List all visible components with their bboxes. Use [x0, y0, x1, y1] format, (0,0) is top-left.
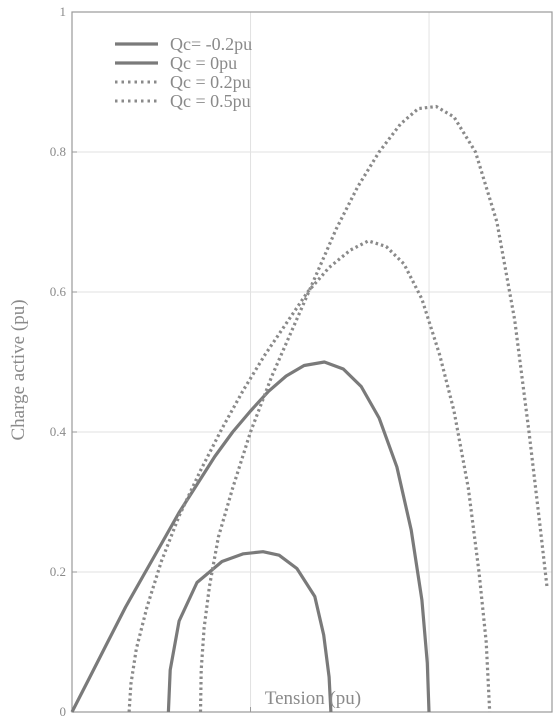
legend-label-2: Qc = 0pu	[170, 53, 237, 73]
legend-label-1: Qc= -0.2pu	[170, 34, 252, 54]
y-tick-label: 1	[60, 4, 67, 19]
series-line-3	[127, 239, 492, 713]
y-tick-label: 0.6	[50, 284, 67, 299]
x-axis-label: Tension (pu)	[265, 688, 361, 709]
series-line-2	[70, 360, 431, 713]
series-line-4	[198, 104, 549, 713]
y-axis-label: Charge active (pu)	[8, 299, 29, 440]
y-tick-label: 0.8	[50, 144, 66, 159]
y-tick-label: 0.2	[50, 564, 66, 579]
y-tick-label: 0.4	[50, 424, 67, 439]
series-lines	[70, 104, 549, 713]
legend-label-4: Qc = 0.5pu	[170, 91, 251, 111]
series-line-1	[166, 550, 333, 713]
grid	[72, 12, 552, 712]
y-axis-ticks: 0 0.2 0.4 0.6 0.8 1	[50, 4, 77, 717]
y-tick-label: 0	[60, 704, 67, 717]
plot-frame	[71, 11, 553, 713]
legend-label-3: Qc = 0.2pu	[170, 72, 251, 92]
